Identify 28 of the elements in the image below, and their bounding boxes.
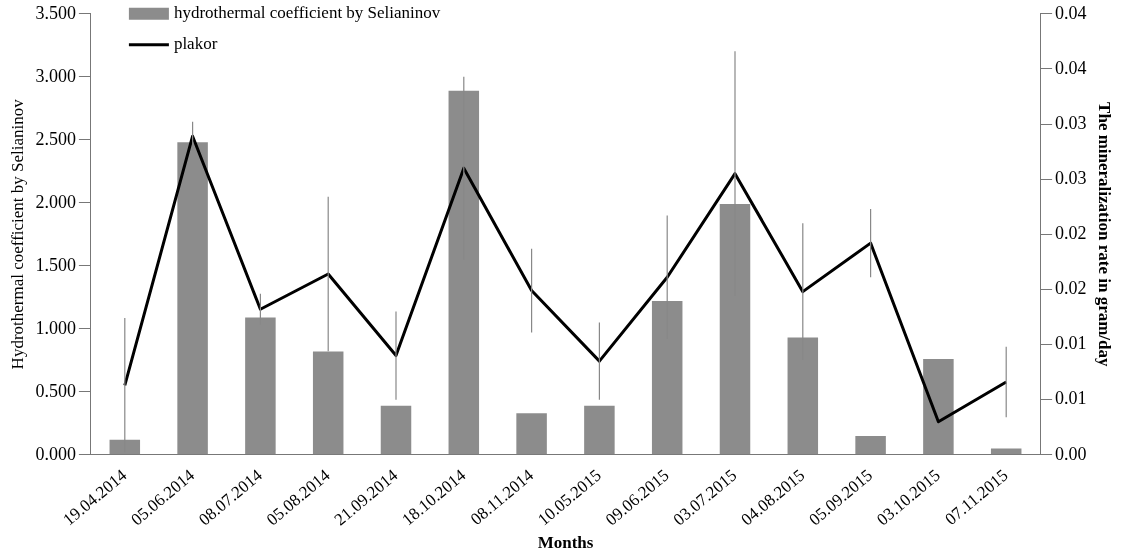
- y2-tick-label: 0.03: [1055, 112, 1087, 133]
- bar: [923, 359, 954, 455]
- y2-tick-label: 0.00: [1055, 443, 1087, 464]
- bar: [990, 448, 1022, 455]
- y-tick-label: 1.500: [35, 254, 76, 275]
- bar: [380, 405, 412, 455]
- bar: [516, 413, 547, 455]
- bar: [855, 435, 886, 455]
- y2-tick-label: 0.01: [1055, 388, 1087, 409]
- y2-tick-label: 0.03: [1055, 167, 1087, 188]
- y-tick-label: 2.500: [35, 128, 76, 149]
- y2-axis-title: The mineralization rate in gram/day: [1095, 102, 1115, 367]
- y2-tick-label: 0.02: [1055, 223, 1087, 244]
- y-tick-label: 2.000: [35, 191, 76, 212]
- y2-tick-label: 0.04: [1055, 2, 1087, 23]
- y-tick-label: 3.500: [35, 2, 76, 23]
- y-axis-title: Hydrothermal coefficient by Selianinov: [7, 98, 27, 370]
- bar: [584, 405, 615, 455]
- y2-tick-label: 0.02: [1055, 278, 1087, 299]
- y-tick-label: 0.500: [35, 380, 76, 401]
- y-tick-label: 1.000: [35, 317, 76, 338]
- y-tick-label: 3.000: [35, 65, 76, 86]
- legend-label: plakor: [173, 34, 218, 54]
- legend-label: hydrothermal coefficient by Selianinov: [173, 3, 441, 23]
- y2-tick-label: 0.04: [1055, 57, 1087, 78]
- y-tick-label: 0.000: [35, 443, 76, 464]
- x-axis-title: Months: [537, 533, 594, 553]
- y2-tick-label: 0.01: [1055, 333, 1087, 354]
